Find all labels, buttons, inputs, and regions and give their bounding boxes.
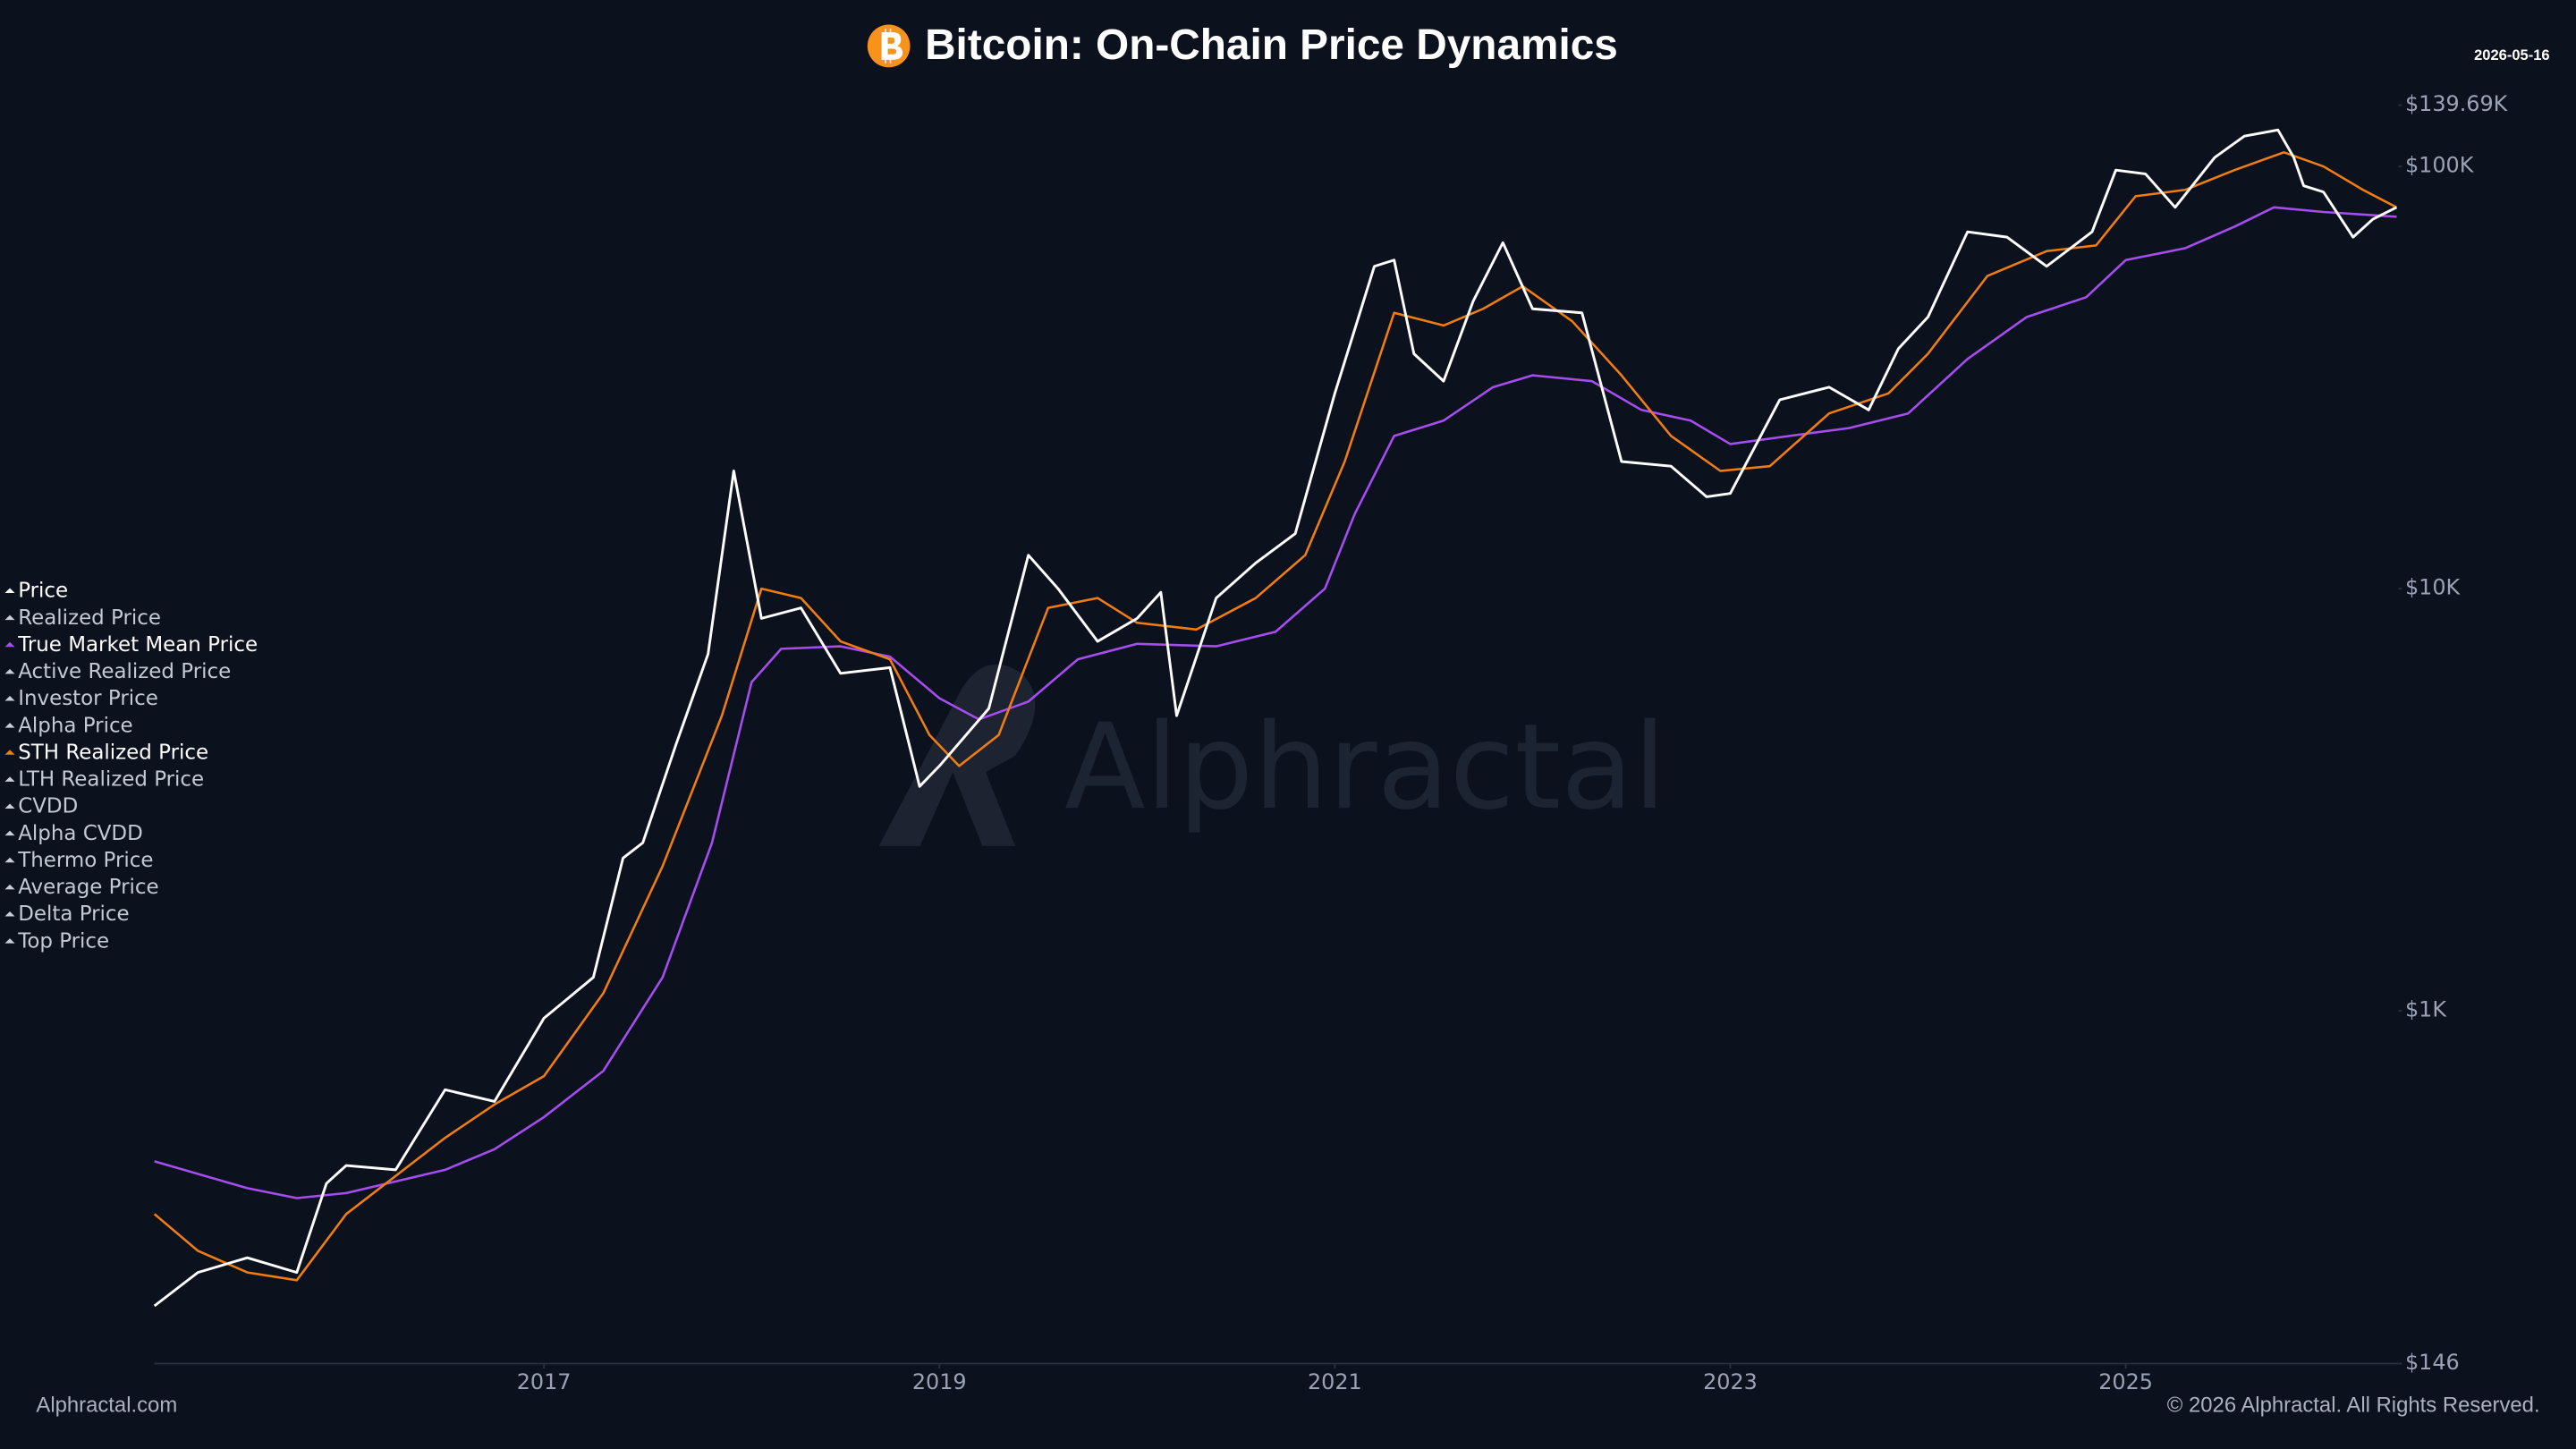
legend-label: CVDD [18, 795, 78, 818]
footer-left: Alphractal.com [36, 1394, 177, 1418]
watermark-logo [878, 664, 1036, 846]
footer-right: © 2026 Alphractal. All Rights Reserved. [2167, 1394, 2540, 1418]
series-line [153, 128, 2398, 1308]
legend-label: Realized Price [18, 606, 161, 630]
legend-label: Price [18, 580, 68, 603]
legend-marker [4, 668, 15, 674]
legend-marker [4, 857, 15, 863]
y-tick-label: $146 [2405, 1350, 2460, 1375]
legend-marker [4, 938, 15, 944]
legend-marker [4, 750, 15, 755]
x-tick-label: 2025 [2098, 1369, 2153, 1394]
x-tick-label: 2023 [1703, 1369, 1758, 1394]
legend-label: Alpha Price [18, 714, 132, 737]
x-tick-label: 2017 [517, 1369, 572, 1394]
y-tick-label: $139.69K [2405, 91, 2509, 116]
legend-marker [4, 803, 15, 809]
legend-marker [4, 830, 15, 836]
legend-marker [4, 723, 15, 728]
legend-marker [4, 588, 15, 594]
date-label: 2026-05-16 [2474, 47, 2549, 64]
legend-marker [4, 614, 15, 621]
legend-label: True Market Mean Price [17, 633, 258, 657]
legend-label: LTH Realized Price [18, 768, 204, 792]
y-tick-label: $10K [2405, 575, 2462, 600]
chart-title: Bitcoin: On-Chain Price Dynamics [925, 21, 1618, 69]
x-tick-label: 2021 [1308, 1369, 1362, 1394]
bitcoin-glyph [881, 29, 903, 64]
series-line [153, 151, 2398, 1282]
legend-marker [4, 776, 15, 782]
y-tick-label: $1K [2405, 997, 2447, 1022]
legend: Price Realized Price True Market Mean Pric… [4, 580, 258, 953]
legend-label: Active Realized Price [18, 660, 231, 683]
legend-label: Average Price [18, 876, 158, 899]
legend-label: Thermo Price [17, 849, 153, 872]
watermark-text: Alphractal [1064, 699, 1666, 836]
legend-marker [4, 911, 15, 917]
watermark: Alphractal [878, 664, 1666, 846]
legend-label: Investor Price [18, 687, 158, 710]
legend-marker [4, 696, 15, 701]
legend-marker [4, 641, 15, 648]
x-tick-label: 2019 [912, 1369, 967, 1394]
legend-label: Alpha CVDD [18, 822, 143, 845]
series-line [154, 206, 2397, 1199]
legend-marker [4, 884, 15, 890]
y-tick-label: $100K [2405, 153, 2475, 178]
legend-label: STH Realized Price [18, 741, 208, 764]
legend-label: Top Price [17, 929, 109, 953]
legend-label: Delta Price [18, 902, 129, 926]
title-icon [867, 24, 911, 68]
